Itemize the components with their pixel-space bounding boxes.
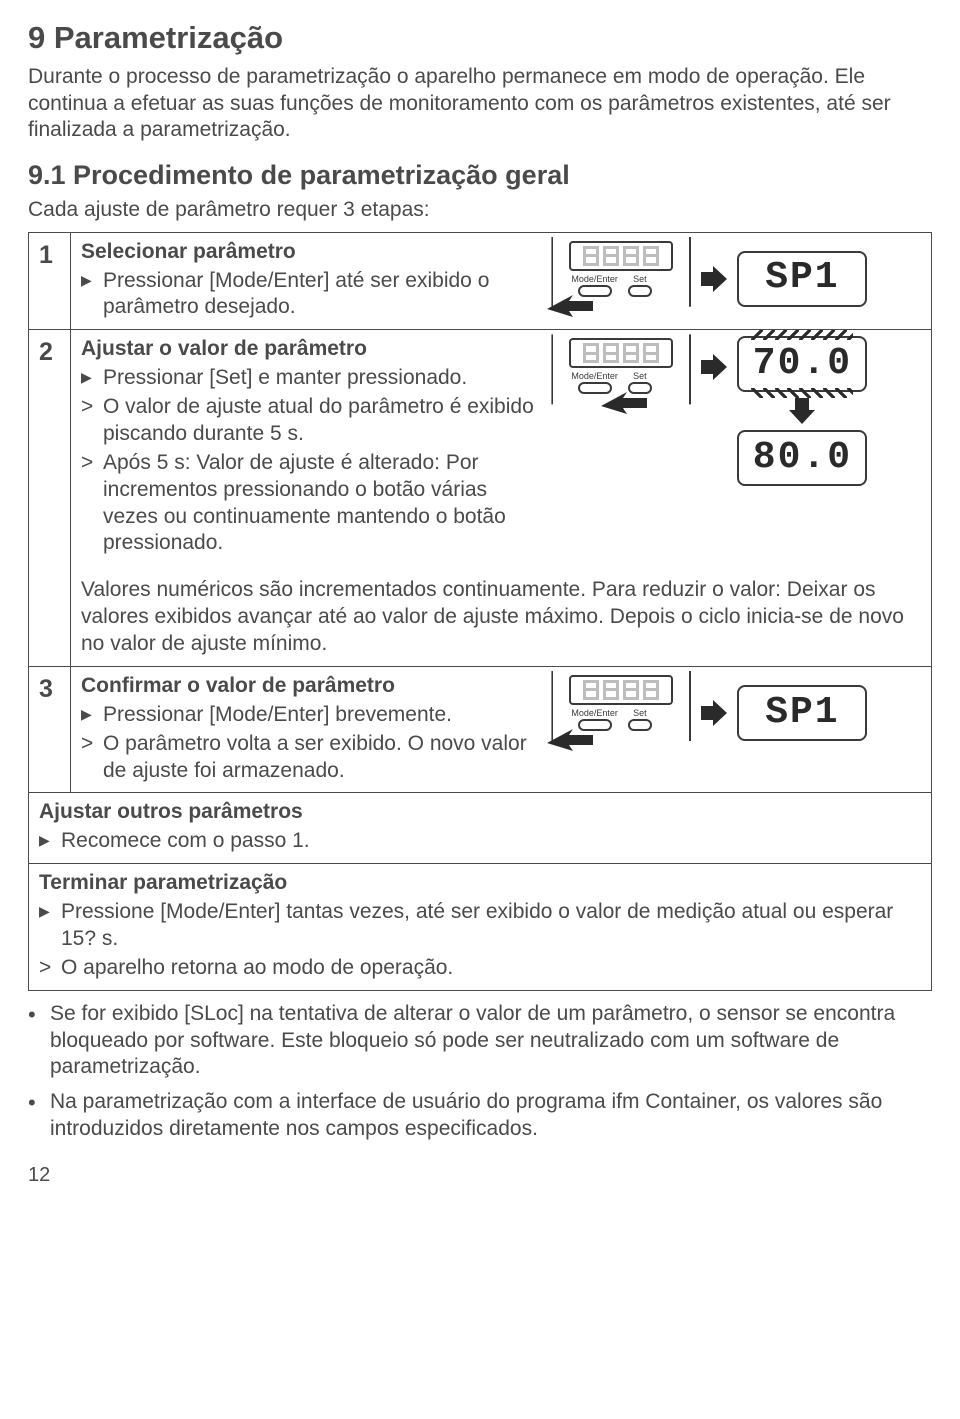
set-label: Set: [633, 275, 647, 284]
step-content: Selecionar parâmetro Pressionar [Mode/En…: [71, 232, 932, 330]
device-diagram: Mode/Enter Set: [551, 239, 691, 319]
step-extra: Valores numéricos são incrementados cont…: [71, 565, 932, 666]
device-diagram: Mode/Enter Set: [551, 336, 691, 416]
set-label: Set: [633, 709, 647, 718]
step-number: 2: [29, 330, 71, 667]
step-bullet: Pressione [Mode/Enter] tantas vezes, até…: [61, 899, 921, 953]
adjust-others: Ajustar outros parâmetros Recomece com o…: [29, 793, 932, 864]
step-number: 3: [29, 666, 71, 793]
note-text: Valores numéricos são incrementados cont…: [81, 577, 921, 658]
result-display: SP1: [737, 685, 867, 741]
step-bullet: Pressionar [Mode/Enter] brevemente.: [103, 702, 541, 729]
page-number: 12: [28, 1163, 932, 1189]
steps-table: 1 Selecionar parâmetro Pressionar [Mode/…: [28, 232, 932, 991]
triangle-icon: [39, 899, 61, 953]
footer-bullet: Na parametrização com a interface de usu…: [50, 1089, 932, 1143]
result-display-blink: 70.0: [737, 336, 867, 392]
result-display: 80.0: [737, 430, 867, 486]
step-bullet: O parâmetro volta a ser exibido. O novo …: [103, 731, 541, 785]
step-title: Selecionar parâmetro: [81, 239, 541, 266]
triangle-icon: [81, 365, 103, 392]
hand-pointer-icon: [545, 289, 595, 323]
page-title: 9 Parametrização: [28, 18, 932, 58]
triangle-icon: [81, 702, 103, 729]
step-title: Confirmar o valor de parâmetro: [81, 673, 541, 700]
gt-icon: [39, 955, 61, 982]
bullet-icon: [28, 1089, 50, 1143]
step-content: Ajustar o valor de parâmetro Pressionar …: [71, 330, 932, 566]
arrow-down-icon: [787, 396, 817, 426]
step-bullet: Recomece com o passo 1.: [61, 828, 921, 855]
step-bullet: O aparelho retorna ao modo de operação.: [61, 955, 921, 982]
triangle-icon: [39, 828, 61, 855]
mode-enter-label: Mode/Enter: [571, 709, 618, 718]
arrow-right-icon: [699, 264, 729, 294]
set-label: Set: [633, 372, 647, 381]
step-content: Confirmar o valor de parâmetro Pressiona…: [71, 666, 932, 793]
footer-notes: Se for exibido [SLoc] na tentativa de al…: [28, 1001, 932, 1143]
step-number: 1: [29, 232, 71, 330]
step-bullet: O valor de ajuste atual do parâmetro é e…: [103, 394, 541, 448]
mode-enter-label: Mode/Enter: [571, 372, 618, 381]
intro-text: Durante o processo de parametrização o a…: [28, 64, 932, 145]
arrow-right-icon: [699, 698, 729, 728]
result-display: SP1: [737, 251, 867, 307]
device-diagram: Mode/Enter Set: [551, 673, 691, 753]
mode-enter-label: Mode/Enter: [571, 275, 618, 284]
step-bullet: Pressionar [Mode/Enter] até ser exibido …: [103, 268, 541, 322]
bullet-icon: [28, 1001, 50, 1082]
triangle-icon: [81, 268, 103, 322]
section-title: 9.1 Procedimento de parametrização geral: [28, 158, 932, 193]
gt-icon: [81, 731, 103, 785]
step-title: Ajustar outros parâmetros: [39, 799, 921, 826]
step-bullet: Pressionar [Set] e manter pressionado.: [103, 365, 541, 392]
step-title: Ajustar o valor de parâmetro: [81, 336, 541, 363]
footer-bullet: Se for exibido [SLoc] na tentativa de al…: [50, 1001, 932, 1082]
arrow-right-icon: [699, 352, 729, 382]
hand-pointer-icon: [599, 386, 649, 420]
gt-icon: [81, 394, 103, 448]
section-intro: Cada ajuste de parâmetro requer 3 etapas…: [28, 197, 932, 224]
gt-icon: [81, 450, 103, 558]
hand-pointer-icon: [545, 723, 595, 757]
end-param: Terminar parametrização Pressione [Mode/…: [29, 864, 932, 991]
step-bullet: Após 5 s: Valor de ajuste é alterado: Po…: [103, 450, 541, 558]
step-title: Terminar parametrização: [39, 870, 921, 897]
